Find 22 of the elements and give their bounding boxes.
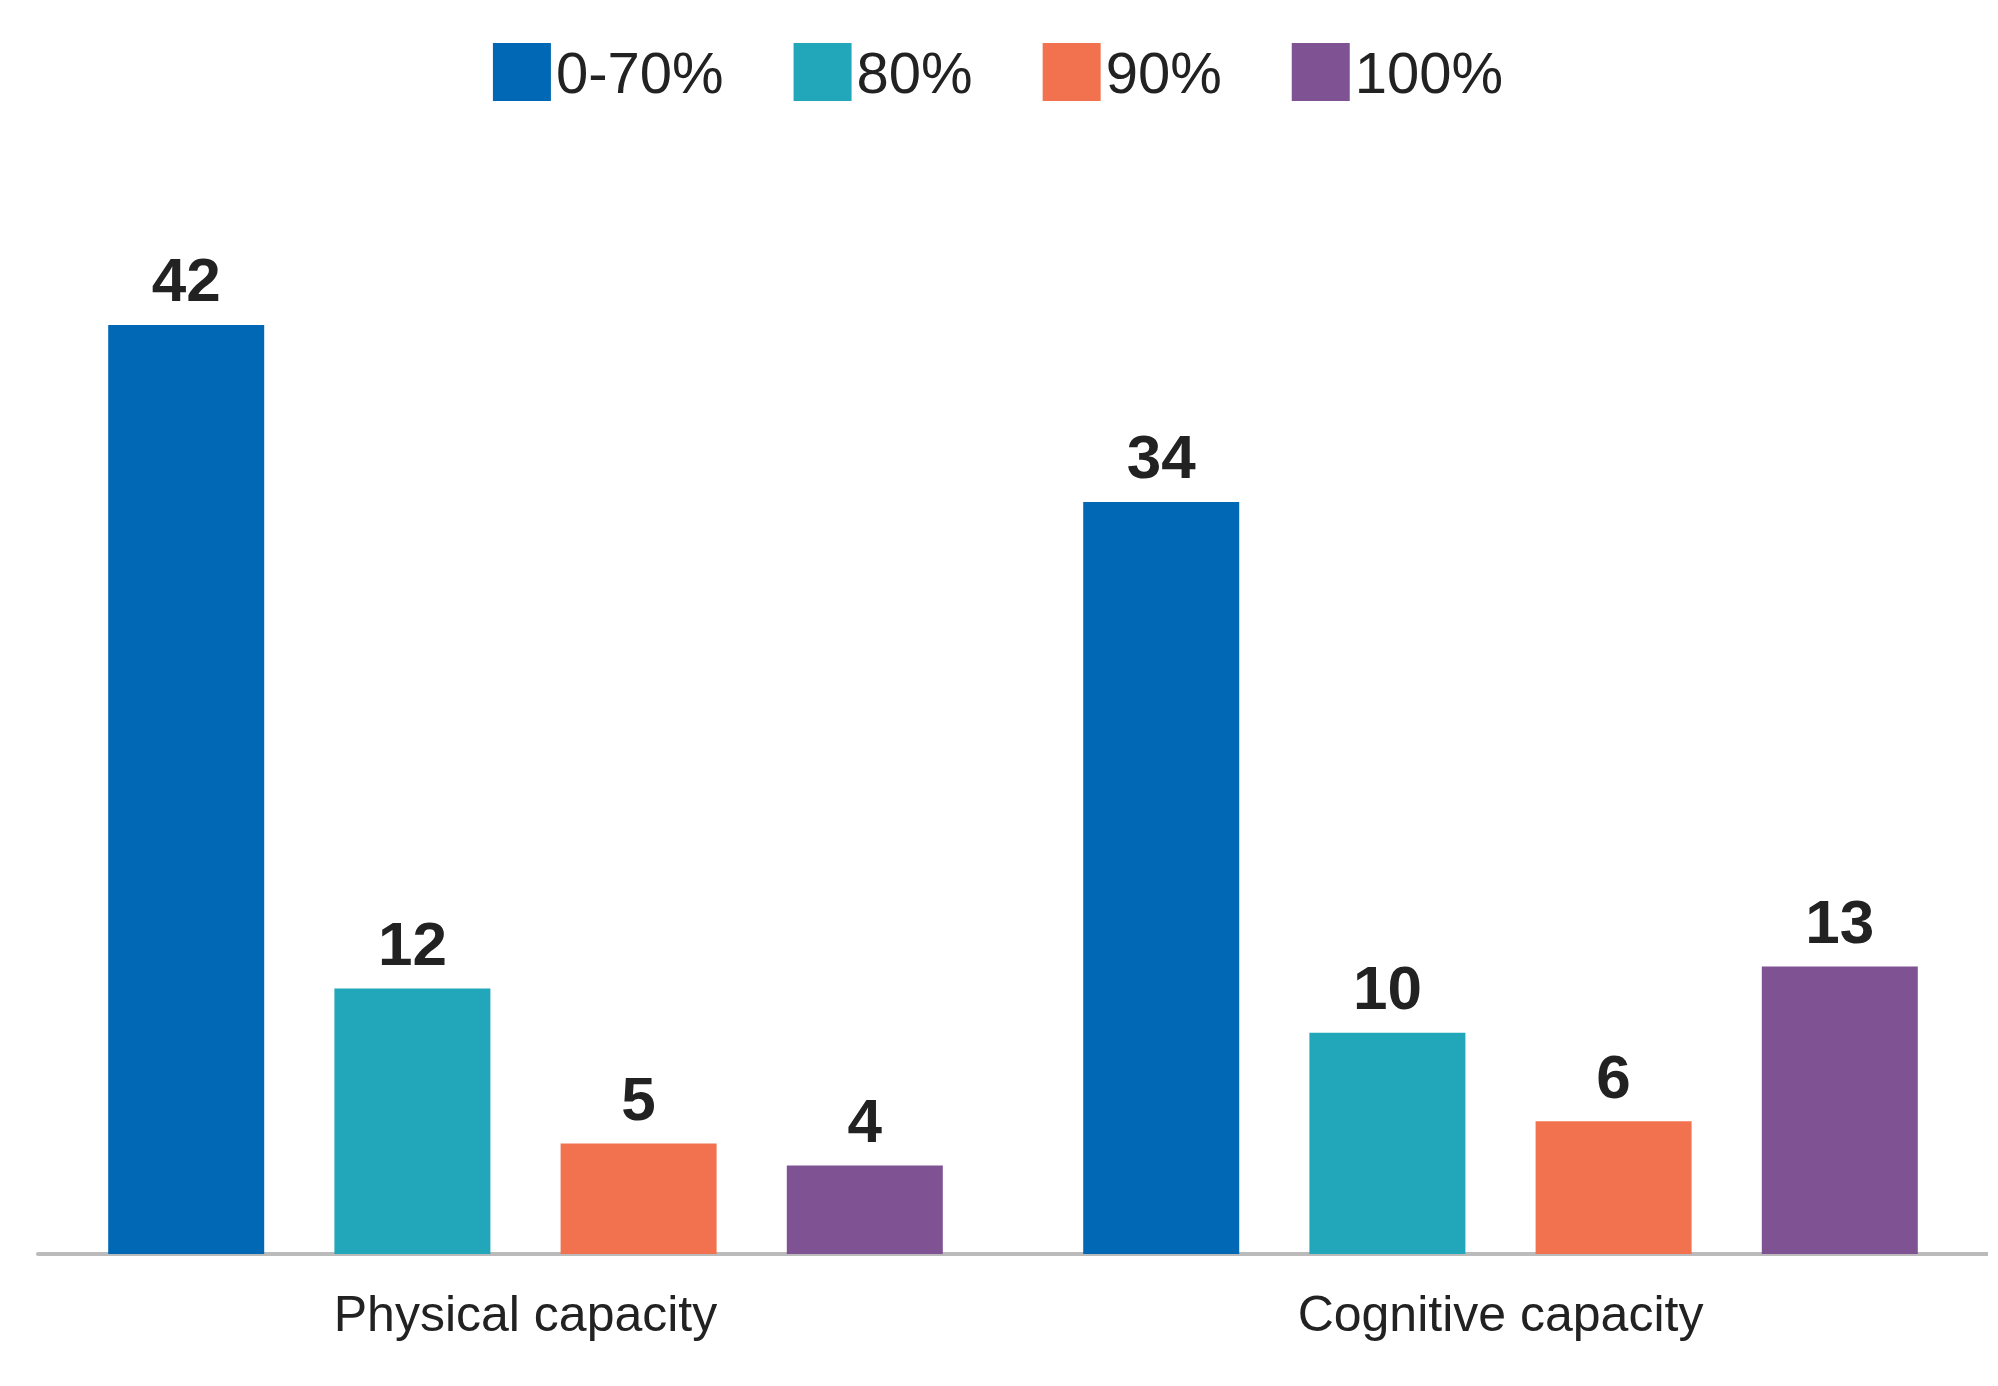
x-tick-label: Cognitive capacity [1297,1286,1704,1342]
data-label: 6 [1596,1041,1631,1111]
data-label: 13 [1805,886,1875,956]
x-tick-label: Physical capacity [333,1286,718,1342]
data-label: 5 [621,1063,656,1133]
data-label: 12 [377,909,447,979]
bar [1083,501,1240,1254]
data-label: 4 [847,1086,883,1156]
legend-label: 80% [856,39,973,105]
legend-label: 0-70% [555,39,724,105]
data-label: 10 [1352,953,1422,1023]
bar [1309,1032,1466,1254]
bar [1761,966,1918,1254]
data-label: 34 [1126,422,1197,492]
bar [334,988,491,1254]
bar [786,1165,943,1254]
data-label: 42 [151,245,221,315]
bar [1535,1121,1692,1254]
legend-label: 90% [1105,39,1222,105]
legend-label: 100% [1354,39,1504,105]
bar [560,1143,717,1254]
bar [108,324,265,1254]
